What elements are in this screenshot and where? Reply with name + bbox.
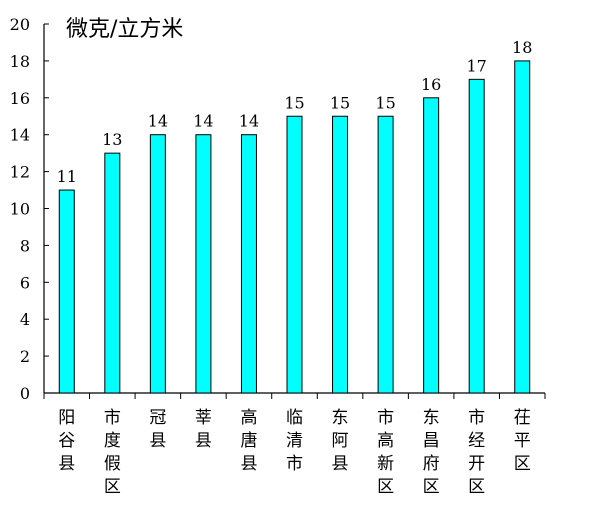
x-category-label: 临清市 — [286, 408, 303, 474]
y-tick-label: 14 — [10, 126, 30, 145]
y-tick-label: 20 — [10, 15, 30, 34]
bar — [468, 78, 485, 394]
x-category-label: 高唐县 — [240, 408, 257, 474]
x-category-label: 市度假区 — [104, 408, 121, 497]
bar-value-label: 14 — [239, 112, 259, 131]
bar-value-label: 15 — [375, 93, 395, 112]
x-category-label: 冠县 — [149, 408, 166, 451]
x-category-label: 东昌府区 — [423, 408, 440, 497]
bar — [286, 115, 303, 394]
y-tick-label: 18 — [10, 52, 30, 71]
bar-value-label: 13 — [102, 130, 122, 149]
bar-value-label: 18 — [512, 38, 532, 57]
bar-value-label: 15 — [330, 93, 350, 112]
x-category-label: 市高新区 — [377, 408, 394, 497]
y-tick-label: 6 — [20, 273, 30, 292]
y-tick-label: 10 — [10, 200, 30, 219]
x-category-label: 茌平区 — [514, 408, 531, 474]
bar — [514, 60, 531, 394]
x-category-label: 莘县 — [195, 408, 212, 451]
bar-value-label: 15 — [284, 93, 304, 112]
x-category-label: 市经开区 — [468, 408, 485, 497]
bar-value-label: 14 — [193, 112, 213, 131]
data-labels: 11 13 14 14 14 15 15 15 16 17 18 — [57, 38, 533, 186]
bar — [240, 134, 257, 394]
y-tick-label: 2 — [20, 347, 30, 366]
y-tick-label: 4 — [20, 310, 30, 329]
y-tick-label: 16 — [10, 89, 30, 108]
bar — [332, 115, 349, 394]
bar — [195, 134, 212, 394]
x-category-label: 阳谷县 — [58, 408, 75, 474]
bar-value-label: 11 — [57, 167, 77, 186]
y-axis-ticks: 0 2 4 6 8 10 12 14 16 18 20 — [10, 15, 546, 403]
y-tick-label: 8 — [20, 236, 30, 255]
bar — [377, 115, 394, 394]
y-tick-label: 0 — [20, 384, 30, 403]
y-tick-label: 12 — [10, 163, 30, 182]
bars — [58, 60, 531, 394]
bar — [104, 152, 121, 394]
bar-value-label: 17 — [467, 56, 487, 75]
bar — [58, 189, 75, 394]
y-axis-unit-label: 微克/立方米 — [66, 17, 183, 42]
bar-value-label: 16 — [421, 75, 441, 94]
bar — [149, 134, 166, 394]
bar — [423, 97, 440, 394]
bar-value-label: 14 — [148, 112, 168, 131]
x-category-label: 东阿县 — [332, 408, 349, 474]
